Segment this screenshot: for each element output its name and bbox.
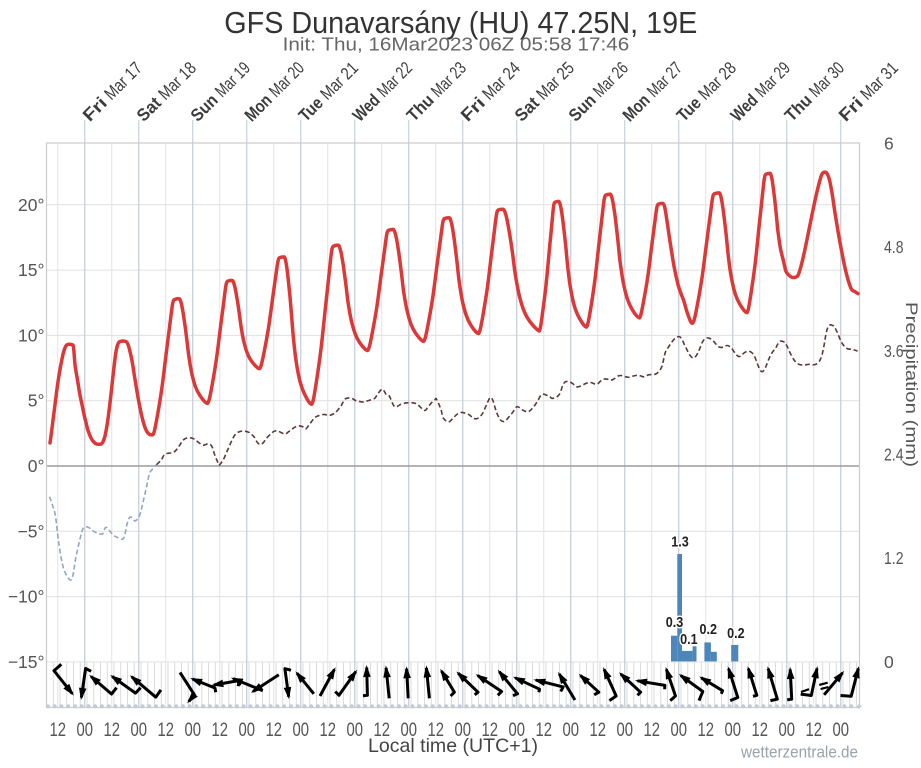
svg-text:0: 0 [884, 652, 894, 672]
svg-text:0.3: 0.3 [666, 615, 684, 631]
svg-text:12: 12 [158, 719, 175, 741]
svg-text:15°: 15° [18, 260, 44, 280]
svg-text:Precipitation (mm): Precipitation (mm) [902, 302, 921, 467]
svg-text:12: 12 [698, 719, 715, 741]
svg-text:12: 12 [50, 719, 67, 741]
svg-text:12: 12 [590, 719, 607, 741]
svg-text:2.4: 2.4 [884, 444, 904, 464]
svg-text:00: 00 [725, 719, 742, 741]
svg-text:5°: 5° [28, 391, 45, 411]
svg-text:12: 12 [482, 719, 499, 741]
svg-text:1.2: 1.2 [884, 548, 904, 568]
svg-text:00: 00 [401, 719, 418, 741]
svg-text:−15°: −15° [8, 652, 45, 672]
svg-text:00: 00 [833, 719, 850, 741]
svg-text:12: 12 [428, 719, 445, 741]
svg-text:00: 00 [671, 719, 688, 741]
svg-text:12: 12 [752, 719, 769, 741]
svg-text:00: 00 [347, 719, 364, 741]
svg-text:00: 00 [131, 719, 148, 741]
svg-text:00: 00 [617, 719, 634, 741]
svg-text:00: 00 [77, 719, 94, 741]
svg-text:00: 00 [293, 719, 310, 741]
svg-text:0.1: 0.1 [680, 632, 698, 648]
svg-text:12: 12 [374, 719, 391, 741]
svg-text:GFS Dunavarsány (HU) 47.25N, 1: GFS Dunavarsány (HU) 47.25N, 19E [224, 5, 697, 40]
svg-text:00: 00 [563, 719, 580, 741]
svg-text:12: 12 [212, 719, 229, 741]
svg-text:1.3: 1.3 [671, 535, 689, 551]
svg-text:Init: Thu, 16Mar2023 06Z 05:58: Init: Thu, 16Mar2023 06Z 05:58 17:46 [283, 34, 630, 55]
svg-text:12: 12 [644, 719, 661, 741]
svg-text:3.6: 3.6 [884, 341, 904, 361]
svg-text:6: 6 [884, 133, 894, 153]
svg-text:0°: 0° [28, 456, 45, 476]
svg-text:12: 12 [320, 719, 337, 741]
svg-text:−10°: −10° [8, 587, 45, 607]
svg-text:wetterzentrale.de: wetterzentrale.de [740, 743, 858, 762]
svg-text:Local time (UTC+1): Local time (UTC+1) [368, 735, 538, 757]
svg-text:−5°: −5° [18, 521, 45, 541]
svg-text:12: 12 [536, 719, 553, 741]
svg-text:4.8: 4.8 [884, 237, 904, 257]
svg-text:12: 12 [104, 719, 121, 741]
svg-text:12: 12 [266, 719, 283, 741]
svg-text:00: 00 [779, 719, 796, 741]
svg-text:00: 00 [185, 719, 202, 741]
svg-text:00: 00 [455, 719, 472, 741]
svg-text:0.2: 0.2 [727, 626, 745, 642]
svg-text:12: 12 [806, 719, 823, 741]
svg-text:10°: 10° [18, 325, 44, 345]
svg-text:20°: 20° [18, 195, 44, 215]
svg-text:00: 00 [239, 719, 256, 741]
svg-text:0.2: 0.2 [700, 622, 718, 638]
svg-text:00: 00 [509, 719, 526, 741]
